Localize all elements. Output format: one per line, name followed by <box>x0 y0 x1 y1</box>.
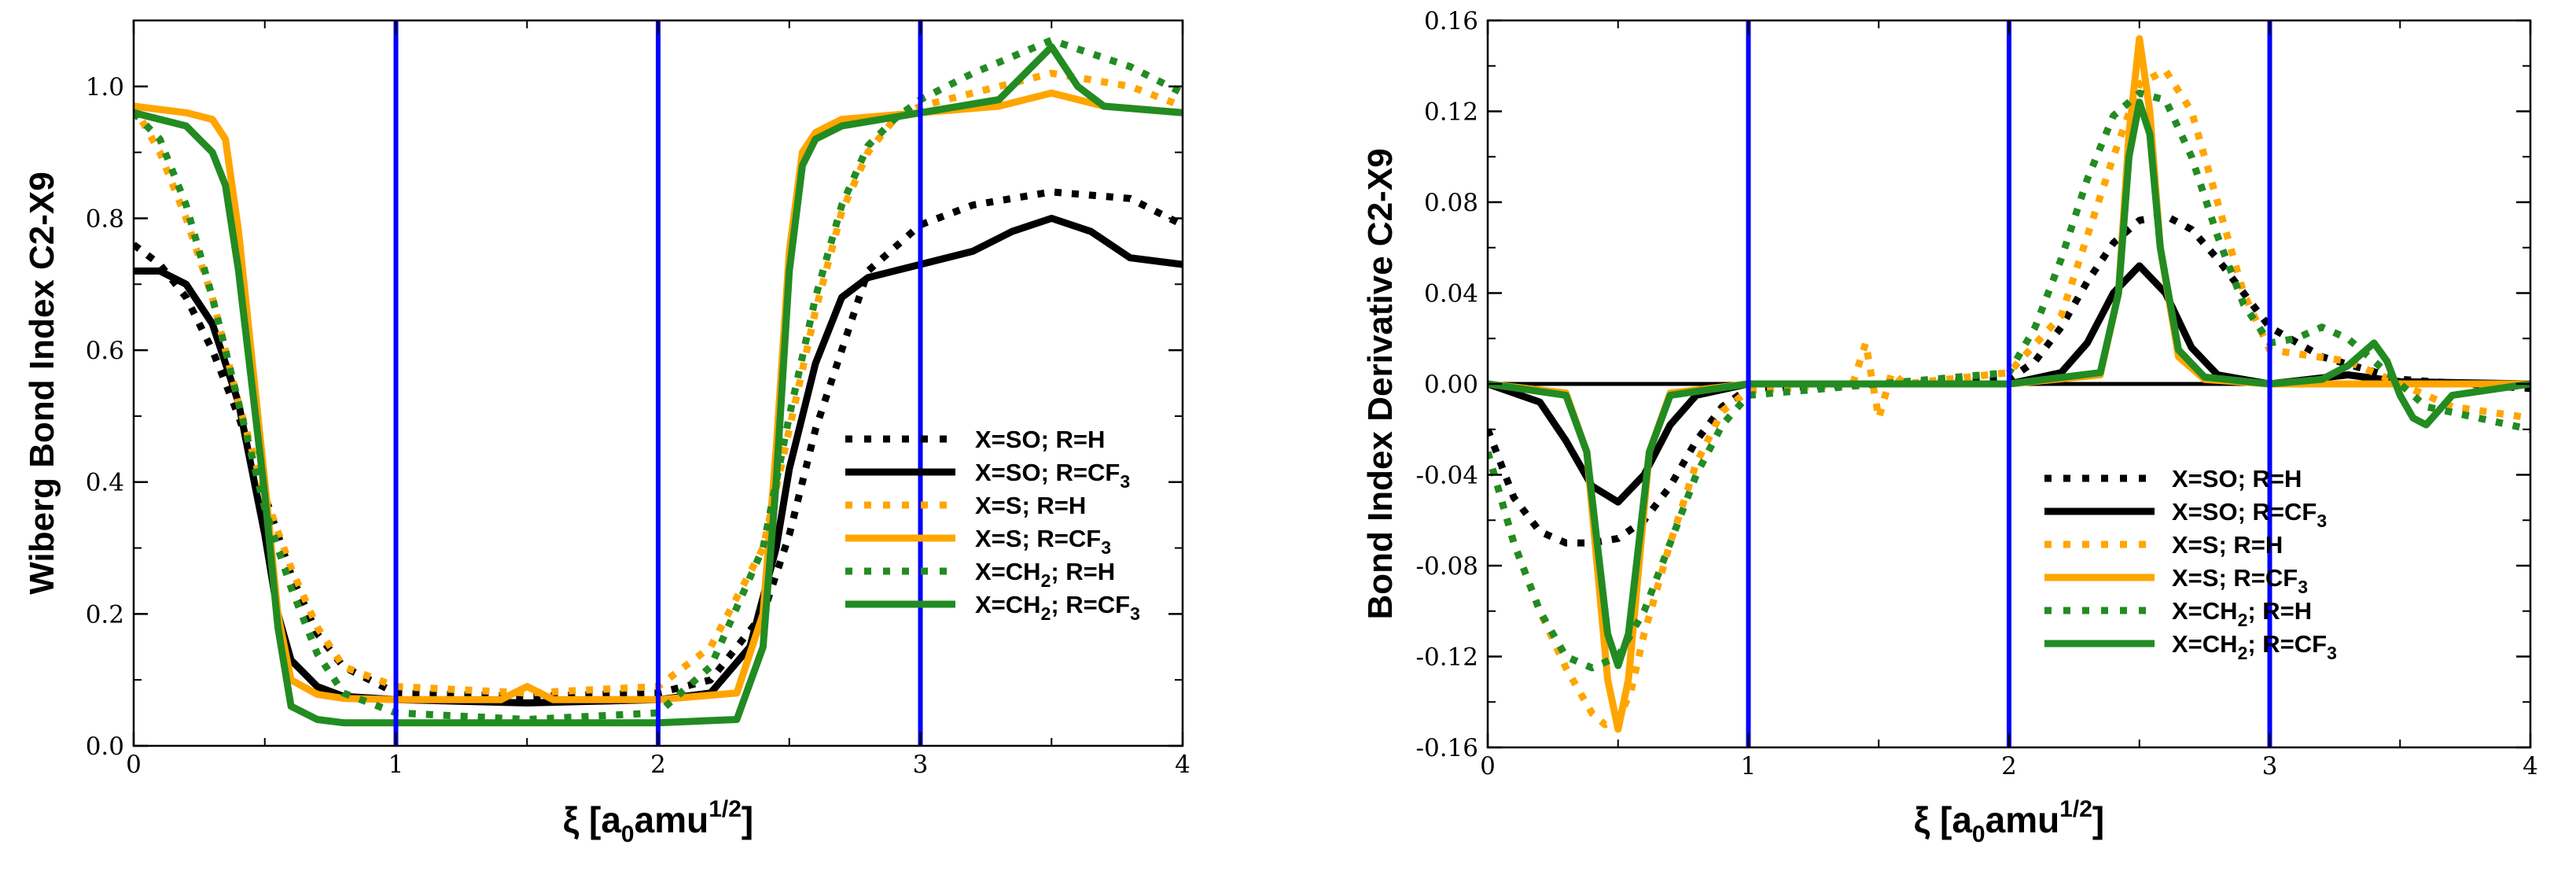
x-tick-label-4: 4 <box>2523 752 2538 780</box>
y-tick-label-8: 0.16 <box>1424 7 1478 35</box>
y-tick-label-4: 0.00 <box>1424 371 1478 399</box>
y-axis-label: Bond Index Derivative C2-X9 <box>1361 148 1400 619</box>
legend-label-sub: 2 <box>1041 603 1051 624</box>
x-label-mid: amu <box>1985 799 2060 840</box>
legend-label-sub: 3 <box>2298 577 2308 597</box>
right-chart: 0 1 2 3 4 -0.16 -0.12 -0.08 -0.04 0.00 0.04 0.08 0.1… <box>1361 7 2538 847</box>
x-label-main: ξ [a <box>1914 799 1973 840</box>
y-tick-label-3: -0.04 <box>1416 462 1479 490</box>
x-tick-label-1: 1 <box>1741 752 1757 780</box>
y-tick-label-6: 0.08 <box>1424 189 1478 217</box>
legend-label-sub: 3 <box>1120 471 1130 492</box>
x-label-sup: 1/2 <box>708 796 742 822</box>
plot-area <box>134 36 1183 727</box>
x-tick-label-0: 0 <box>1480 752 1496 780</box>
legend-label-5: X=CH2; R=CF3 <box>975 591 1140 624</box>
x-label-sub: 0 <box>621 821 635 847</box>
legend-label-0: X=SO; R=H <box>975 426 1105 453</box>
x-tick-label-2: 2 <box>650 751 666 779</box>
legend-label-main: X=CH <box>2172 597 2238 625</box>
legend-label-main: X=CH <box>975 558 1041 585</box>
legend-label-3: X=S; R=CF3 <box>2172 564 2308 597</box>
series-line-4 <box>134 36 1183 723</box>
legend-label-0: X=SO; R=H <box>2172 465 2302 492</box>
legend-label-4: X=CH2; R=H <box>975 558 1115 591</box>
x-tick-label-4: 4 <box>1175 751 1190 779</box>
legend-label-main: X=S; R=H <box>975 492 1086 519</box>
y-tick-label-0: 0.0 <box>86 732 124 761</box>
legend-label-sub: 3 <box>1101 537 1111 558</box>
x-label-mid: amu <box>635 799 709 840</box>
x-label-end: ] <box>742 799 753 840</box>
y-tick-label-2: -0.08 <box>1416 552 1479 581</box>
legend-label-main: X=SO; R=H <box>2172 465 2302 492</box>
y-axis-label: Wiberg Bond Index C2-X9 <box>23 172 61 594</box>
left-chart: 0 1 2 3 4 0.0 0.2 0.4 0.6 0.8 1.0 Wiberg Bond Index… <box>23 19 1190 847</box>
legend-label-sub: 2 <box>1041 570 1051 591</box>
plot-area <box>1488 35 2530 733</box>
legend-label-main: X=S; R=H <box>2172 531 2283 559</box>
x-tick-label-2: 2 <box>2001 752 2017 780</box>
legend-label-main: X=SO; R=CF <box>975 459 1120 486</box>
legend-label-sub: 3 <box>2317 511 2327 531</box>
x-tick-label-0: 0 <box>126 751 142 779</box>
y-tick-label-1: 0.2 <box>86 600 124 629</box>
legend-label-5: X=CH2; R=CF3 <box>2172 630 2337 663</box>
series-line-5 <box>1488 98 2530 670</box>
legend-label-4: X=CH2; R=H <box>2172 597 2312 630</box>
x-tick-label-3: 3 <box>913 751 929 779</box>
series-line-2 <box>1488 67 2530 729</box>
x-tick-label-1: 1 <box>388 751 404 779</box>
y-tick-label-5: 1.0 <box>86 73 124 101</box>
series-line-4 <box>1488 89 2530 672</box>
legend-label-main: X=CH <box>975 591 1041 618</box>
legend-label-1: X=SO; R=CF3 <box>2172 498 2327 531</box>
x-label-end: ] <box>2092 799 2104 840</box>
legend-label-3: X=S; R=CF3 <box>975 525 1111 558</box>
legend-label-main: X=CH <box>2172 630 2238 658</box>
y-tick-label-7: 0.12 <box>1424 98 1478 127</box>
x-axis-label: ξ [a0amu1/2] <box>1914 796 2105 847</box>
y-tick-label-2: 0.4 <box>86 469 124 497</box>
y-tick-label-3: 0.6 <box>86 337 124 365</box>
legend-label-main: X=S; R=CF <box>975 525 1101 552</box>
legend-label-tail: ; R=CF <box>1051 591 1130 618</box>
legend-label-sub: 2 <box>2238 610 2248 630</box>
x-tick-label-3: 3 <box>2262 752 2278 780</box>
legend-label-main: X=S; R=CF <box>2172 564 2298 592</box>
legend-label-sub: 2 <box>2238 643 2248 663</box>
legend-label-sub2: 3 <box>2327 643 2337 663</box>
x-axis-label: ξ [a0amu1/2] <box>563 796 754 847</box>
legend-label-main: X=SO; R=H <box>975 426 1105 453</box>
legend-label-1: X=SO; R=CF3 <box>975 459 1130 492</box>
x-label-main: ξ [a <box>563 799 622 840</box>
legend-label-2: X=S; R=H <box>2172 531 2283 559</box>
legend-label-tail: ; R=H <box>1051 558 1115 585</box>
x-label-sub: 0 <box>1972 821 1985 847</box>
y-tick-label-1: -0.12 <box>1416 644 1479 672</box>
legend-label-2: X=S; R=H <box>975 492 1086 519</box>
x-label-sup: 1/2 <box>2059 796 2092 822</box>
legend-label-tail: ; R=H <box>2247 597 2312 625</box>
legend-label-sub2: 3 <box>1130 603 1140 624</box>
series-line-5 <box>134 43 1183 727</box>
y-tick-label-4: 0.8 <box>86 205 124 233</box>
y-tick-label-5: 0.04 <box>1424 280 1478 308</box>
y-tick-label-0: -0.16 <box>1416 734 1479 762</box>
legend-label-tail: ; R=CF <box>2247 630 2327 658</box>
legend-label-main: X=SO; R=CF <box>2172 498 2317 526</box>
